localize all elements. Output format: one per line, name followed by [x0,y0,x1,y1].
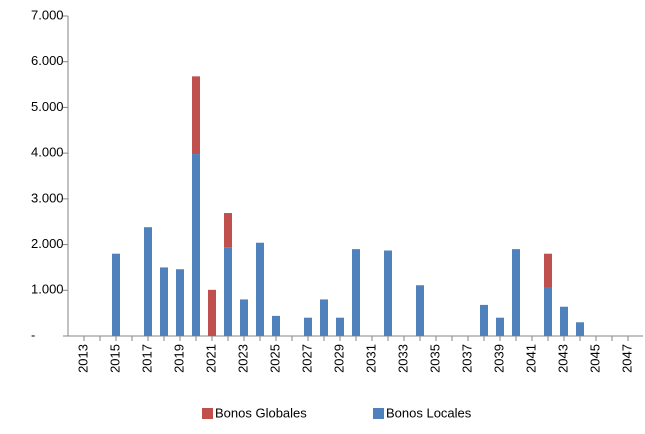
bar [256,242,264,336]
legend-label: Bonos Locales [386,405,472,420]
legend-swatch [373,408,384,419]
bar [304,317,312,336]
x-tick-label: 2041 [523,344,538,373]
legend-label: Bonos Globales [215,405,307,420]
x-tick-label: 2025 [267,344,282,373]
bar [208,289,216,336]
x-tick-label: 2019 [171,344,186,373]
bar [416,285,424,336]
bar [240,299,248,336]
x-tick-label: 2013 [75,344,90,373]
x-tick-label: 2031 [363,344,378,373]
bar [336,317,344,336]
y-tick-label: 7.000 [31,7,64,22]
bar [384,250,392,336]
bar [496,317,504,336]
bar [352,249,360,336]
bar [576,322,584,336]
bar [320,299,328,336]
x-tick-label: 2039 [491,344,506,373]
bar [144,227,152,336]
bar [224,213,232,248]
bar [480,304,488,336]
x-tick-label: 2043 [555,344,570,373]
x-tick-label: 2017 [139,344,154,373]
x-tick-label: 2021 [203,344,218,373]
bar [192,76,200,155]
x-tick-label: 2029 [331,344,346,373]
bar [112,253,120,336]
bar [544,253,552,288]
legend-swatch [202,408,213,419]
bar [512,249,520,336]
x-tick-label: 2047 [619,344,634,373]
bar [560,306,568,336]
x-tick-label: 2037 [459,344,474,373]
bar [544,287,552,336]
y-tick-label: - [31,327,35,342]
bar [224,247,232,336]
y-tick-label: 1.000 [31,282,64,297]
y-tick-label: 4.000 [31,145,64,160]
y-tick-label: 3.000 [31,190,64,205]
y-tick-label: 6.000 [31,53,64,68]
x-tick-label: 2035 [427,344,442,373]
x-tick-label: 2027 [299,344,314,373]
y-tick-label: 2.000 [31,236,64,251]
bar [160,267,168,336]
bar [192,154,200,336]
bar [176,269,184,336]
x-tick-label: 2033 [395,344,410,373]
x-tick-label: 2015 [107,344,122,373]
bar [272,315,280,336]
x-tick-label: 2023 [235,344,250,373]
y-tick-label: 5.000 [31,99,64,114]
x-tick-label: 2045 [587,344,602,373]
